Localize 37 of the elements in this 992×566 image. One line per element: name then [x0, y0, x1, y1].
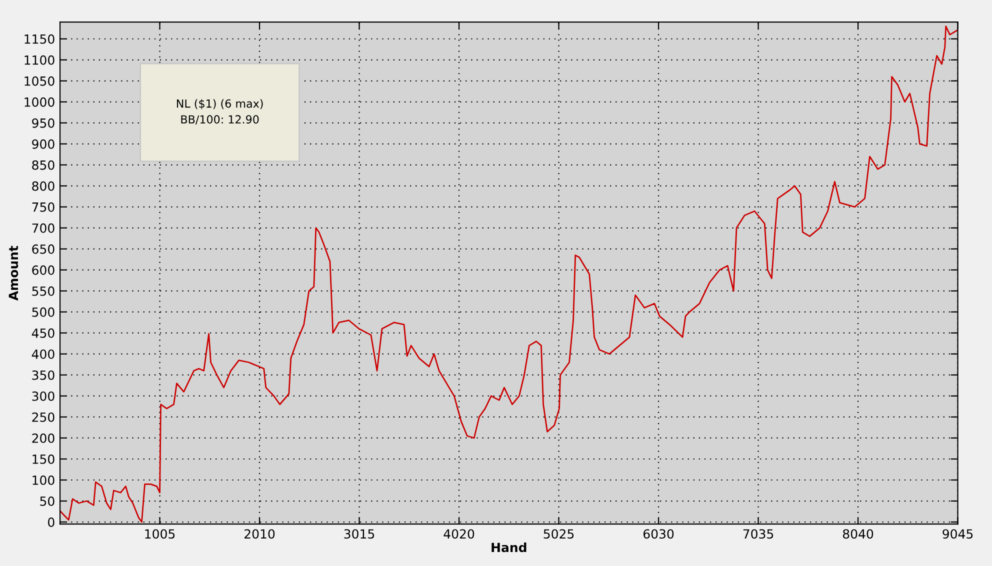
y-tick-label: 600: [32, 265, 54, 275]
y-tick-label: 350: [32, 370, 54, 380]
x-tick-label: 4020: [444, 529, 474, 539]
y-tick-label: 900: [32, 139, 54, 149]
y-tick-label: 250: [32, 412, 54, 422]
y-tick-label: 500: [32, 307, 54, 317]
y-tick-label: 450: [32, 328, 54, 338]
y-tick-label: 300: [32, 391, 54, 401]
x-tick-label: 7035: [743, 529, 774, 539]
y-tick-label: 1150: [24, 34, 54, 44]
y-tick-label: 550: [32, 286, 54, 296]
y-tick-label: 1050: [24, 76, 54, 86]
y-tick-label: 650: [32, 244, 54, 254]
x-tick-label: 1005: [145, 529, 175, 539]
y-tick-label: 400: [32, 349, 54, 359]
y-tick-label: 1000: [24, 97, 54, 107]
x-tick-label: 5025: [544, 529, 574, 539]
annotation: NL ($1) (6 max) BB/100: 12.90: [176, 99, 263, 124]
y-tick-label: 150: [32, 454, 54, 464]
y-tick-label: 700: [32, 223, 54, 233]
x-tick-label: 6030: [643, 529, 674, 539]
x-axis-title: Hand: [492, 542, 526, 552]
x-tick-label: 3015: [344, 529, 374, 539]
x-tick-label: 9045: [942, 529, 973, 539]
x-tick-label: 8040: [842, 529, 874, 539]
y-tick-label: 100: [32, 475, 54, 485]
line-series: [60, 26, 958, 523]
y-axis-title: Amount: [8, 246, 18, 301]
y-tick-label: 750: [32, 202, 54, 212]
y-tick-label: 50: [40, 496, 54, 506]
y-tick-label: 0: [48, 517, 54, 527]
y-tick-label: 1100: [24, 55, 54, 65]
y-tick-label: 850: [32, 160, 54, 170]
y-tick-label: 800: [32, 181, 54, 191]
x-tick-label: 2010: [244, 529, 275, 539]
y-tick-label: 200: [32, 433, 54, 443]
y-tick-label: 950: [32, 118, 54, 128]
